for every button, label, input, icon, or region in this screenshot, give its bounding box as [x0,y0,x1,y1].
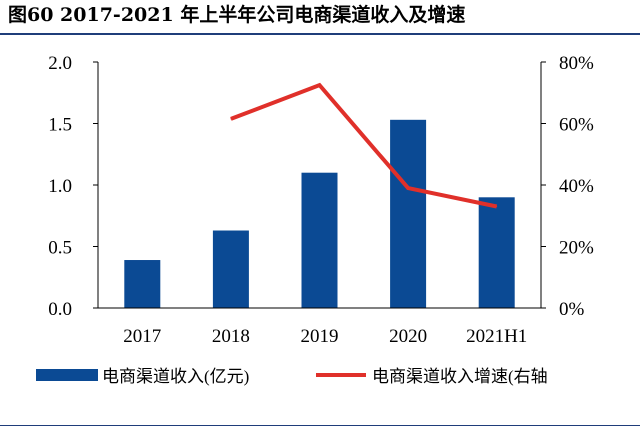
bottom-divider [0,425,640,426]
bar-2021H1 [478,197,515,308]
y-left-tick-label: 2.0 [48,53,72,74]
growth-point [319,84,320,86]
legend-bar-label: 电商渠道收入(亿元) [102,367,249,386]
x-tick-label: 2019 [301,326,339,347]
bar-2018 [212,230,249,308]
growth-point [230,118,232,120]
y-right-tick-label: 80% [559,53,594,74]
y-right-tick-label: 60% [559,115,594,136]
y-right-tick-label: 20% [559,238,594,259]
growth-point [407,187,409,189]
y-right-tick-label: 40% [559,176,594,197]
bar-2017 [124,260,161,308]
legend-bar-swatch [36,369,98,381]
chart-title: 图60 2017-2021 年上半年公司电商渠道收入及增速 [8,4,466,26]
x-tick-label: 2020 [389,326,427,347]
plot-area: 0.0 0.5 1.0 1.5 2.0 0% 20% 40% 60% 80% 2017 2018 201… [36,53,594,386]
growth-point [496,206,498,208]
legend-line-label: 电商渠道收入增速(右轴 [372,367,548,386]
y-left-tick-label: 0.5 [48,238,72,259]
y-left-tick-label: 0.0 [48,299,72,320]
x-tick-label: 2017 [123,326,161,347]
x-tick-label: 2021H1 [466,326,527,347]
bar-2019 [301,172,338,308]
y-left-tick-label: 1.0 [48,176,72,197]
y-left-tick-label: 1.5 [48,115,72,136]
x-tick-label: 2018 [212,326,250,347]
y-right-tick-label: 0% [559,299,585,320]
title-divider [0,33,640,35]
growth-line [230,82,498,209]
bar-2020 [390,119,427,308]
